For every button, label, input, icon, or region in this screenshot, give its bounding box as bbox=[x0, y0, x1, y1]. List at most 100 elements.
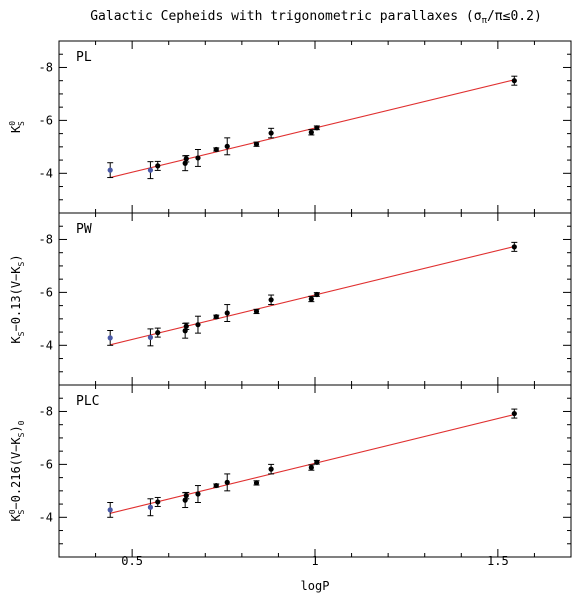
data-point-black bbox=[268, 294, 275, 306]
fit-line bbox=[110, 245, 517, 346]
point-marker bbox=[314, 291, 320, 298]
y-tick-label: -4 bbox=[39, 510, 53, 524]
point-marker bbox=[213, 482, 219, 489]
data-point-blue bbox=[147, 498, 154, 517]
y-tick-label: -4 bbox=[39, 166, 53, 180]
point-marker bbox=[253, 141, 260, 147]
point-marker bbox=[107, 507, 113, 513]
point-marker bbox=[183, 493, 189, 499]
y-tick-label: -6 bbox=[39, 285, 53, 299]
data-point-black bbox=[154, 160, 161, 171]
point-marker bbox=[253, 308, 260, 315]
data-point-black bbox=[194, 148, 201, 167]
y-tick-label: -6 bbox=[39, 113, 53, 127]
data-point-black bbox=[308, 464, 315, 471]
point-marker bbox=[155, 499, 161, 505]
y-axis-label: KS−0.13(V−KS) bbox=[9, 254, 26, 343]
point-marker bbox=[183, 323, 189, 329]
data-point-black bbox=[154, 327, 161, 338]
y-tick-label: -6 bbox=[39, 457, 53, 471]
point-marker bbox=[308, 296, 314, 302]
y-axis-label: K0S bbox=[8, 121, 26, 133]
data-point-black bbox=[183, 155, 190, 163]
point-marker bbox=[107, 167, 113, 173]
data-point-black bbox=[511, 241, 518, 252]
point-marker bbox=[147, 334, 154, 340]
panel-frame bbox=[58, 212, 572, 386]
data-point-black bbox=[308, 295, 315, 303]
data-point-black bbox=[253, 141, 260, 147]
data-point-black bbox=[511, 75, 518, 86]
point-marker bbox=[195, 491, 201, 497]
data-point-blue bbox=[147, 161, 154, 180]
data-point-black bbox=[224, 304, 231, 322]
data-point-black bbox=[183, 491, 190, 500]
point-marker bbox=[511, 244, 517, 250]
data-point-black bbox=[183, 322, 190, 330]
point-marker bbox=[155, 330, 161, 336]
panel-plc: -8 -6 -4 PLC K0S−0.216(V−KS)0 bbox=[8, 384, 572, 558]
panel-frame bbox=[58, 384, 572, 558]
panel-pw: -8 -6 -4 PW KS−0.13(V−KS) bbox=[9, 212, 572, 386]
data-point-black bbox=[154, 496, 161, 507]
data-point-black bbox=[268, 127, 275, 139]
point-marker bbox=[268, 466, 274, 472]
panel-label: PW bbox=[76, 222, 92, 237]
point-marker bbox=[213, 146, 219, 153]
fit-line bbox=[110, 413, 517, 514]
point-marker bbox=[147, 167, 154, 173]
point-marker bbox=[511, 78, 517, 84]
y-axis-label: K0S−0.216(V−KS)0 bbox=[8, 420, 26, 521]
point-marker bbox=[213, 314, 219, 320]
fit-line bbox=[110, 78, 517, 179]
data-point-black bbox=[253, 480, 260, 486]
y-tick-label: -4 bbox=[39, 338, 53, 352]
point-marker bbox=[308, 464, 314, 471]
panel-label: PL bbox=[76, 50, 92, 65]
panel-label: PLC bbox=[76, 394, 99, 409]
panels-group: -8-6-40.5 1 1.5PLK0S-8-6-4PWKS−0.13(V−KS)-… bbox=[8, 40, 572, 568]
point-marker bbox=[147, 504, 154, 510]
data-point-blue bbox=[107, 329, 114, 346]
data-point-black bbox=[253, 308, 260, 315]
point-marker bbox=[183, 156, 189, 162]
data-point-black bbox=[313, 459, 320, 465]
point-marker bbox=[314, 459, 320, 465]
data-point-blue bbox=[107, 162, 114, 179]
x-axis-label: logP bbox=[301, 579, 330, 593]
point-marker bbox=[268, 297, 274, 303]
point-marker bbox=[224, 143, 230, 149]
y-tick-label: -8 bbox=[39, 404, 53, 418]
point-marker bbox=[268, 130, 274, 136]
data-point-black bbox=[213, 314, 220, 320]
data-point-blue bbox=[107, 501, 114, 518]
y-tick-label: -8 bbox=[39, 60, 53, 74]
data-point-black bbox=[224, 137, 231, 156]
point-marker bbox=[224, 479, 230, 485]
data-point-black bbox=[313, 291, 320, 298]
point-marker bbox=[224, 310, 230, 316]
data-point-black bbox=[213, 482, 220, 489]
y-tick-label: -8 bbox=[39, 232, 53, 246]
data-point-blue bbox=[147, 328, 154, 347]
data-point-black bbox=[194, 485, 201, 503]
data-point-black bbox=[213, 146, 220, 153]
data-point-black bbox=[308, 129, 315, 136]
point-marker bbox=[308, 129, 314, 135]
data-point-black bbox=[511, 408, 518, 419]
data-point-black bbox=[268, 463, 275, 475]
figure-title: Galactic Cepheids with trigonometric par… bbox=[90, 9, 542, 26]
point-marker bbox=[253, 480, 260, 486]
point-marker bbox=[511, 410, 517, 417]
point-marker bbox=[107, 335, 113, 341]
point-marker bbox=[155, 163, 161, 169]
point-marker bbox=[195, 322, 201, 328]
point-marker bbox=[195, 155, 201, 161]
data-point-black bbox=[224, 473, 231, 492]
point-marker bbox=[314, 125, 320, 131]
data-point-black bbox=[313, 125, 320, 131]
data-point-black bbox=[194, 315, 201, 334]
x-tick-label: 1 bbox=[311, 554, 318, 568]
